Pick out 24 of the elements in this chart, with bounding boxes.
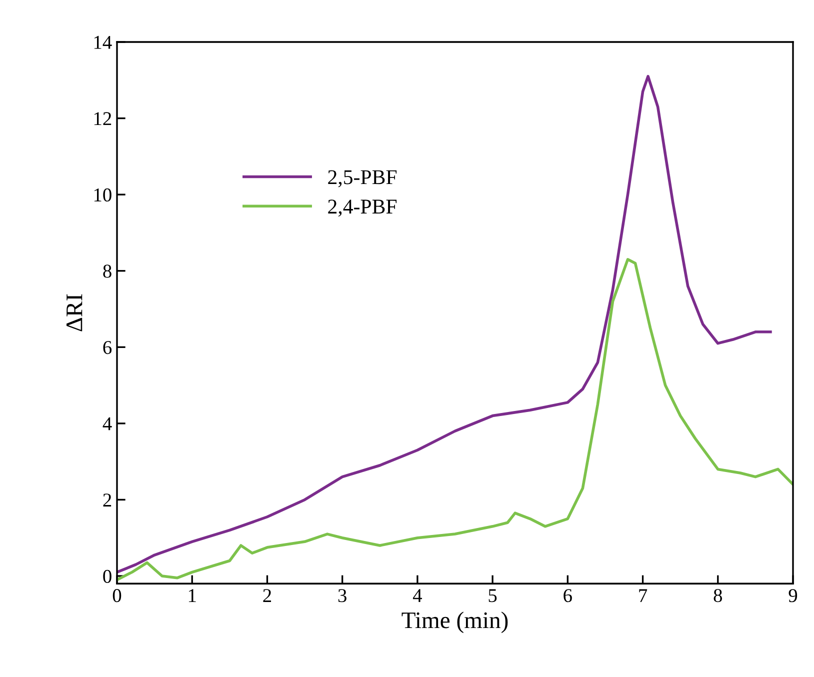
legend-label: 2,5-PBF <box>328 170 397 188</box>
x-tick-label: 6 <box>564 589 572 602</box>
line-series <box>117 258 793 582</box>
x-tick-label: 0 <box>112 589 122 602</box>
x-tick-label: 7 <box>639 589 648 602</box>
x-tick-label: 3 <box>338 589 346 602</box>
y-tick-label: 6 <box>103 341 112 354</box>
y-tick-label: 2 <box>103 494 112 506</box>
x-tick-label: 5 <box>488 589 497 602</box>
x-tick-label: 1 <box>188 589 196 602</box>
y-tick-label: 14 <box>94 36 112 49</box>
x-axis-title: Time (min) <box>402 612 508 634</box>
x-tick-label: 8 <box>714 589 722 602</box>
x-tick-label: 2 <box>263 589 272 602</box>
x-tick-label: 9 <box>788 589 798 602</box>
x-tick-label: 4 <box>412 589 422 602</box>
y-tick-label: 0 <box>103 570 112 583</box>
y-tick-label: 4 <box>102 417 112 430</box>
y-tick-label: 10 <box>94 188 112 202</box>
y-tick-label: 12 <box>94 112 112 126</box>
line-series <box>117 74 772 574</box>
y-tick-label: 8 <box>103 264 112 278</box>
legend-label: 2,4-PBF <box>328 200 397 217</box>
y-axis-title: ΔRI <box>66 294 82 332</box>
